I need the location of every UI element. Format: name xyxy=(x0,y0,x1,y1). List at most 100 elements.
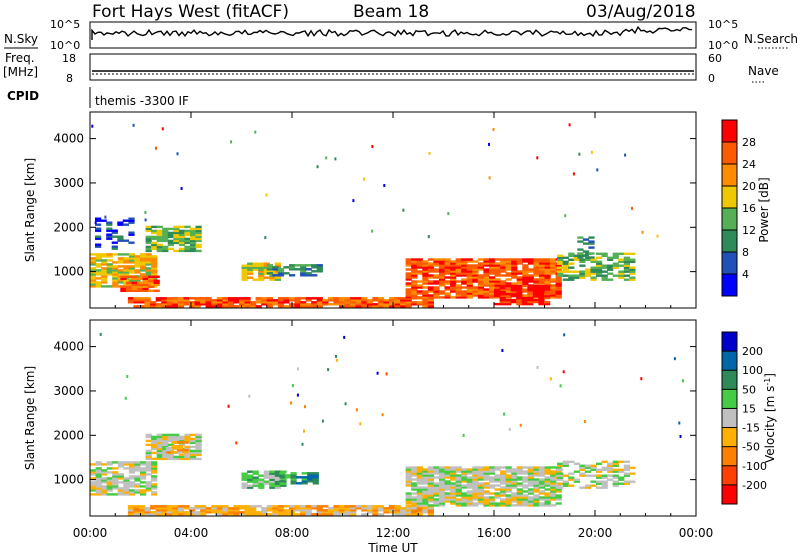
scatter-cell xyxy=(325,156,328,160)
heatmap-cell xyxy=(355,305,362,308)
heatmap-cell xyxy=(550,474,557,477)
heatmap-cell xyxy=(101,263,108,266)
heatmap-cell xyxy=(494,280,501,283)
scatter-cell xyxy=(227,404,230,408)
heatmap-cell xyxy=(144,303,151,306)
heatmap-cell xyxy=(516,294,523,298)
heatmap-cell xyxy=(311,274,318,277)
heatmap-cell xyxy=(255,297,262,300)
heatmap-cell xyxy=(162,235,169,239)
heatmap-cell xyxy=(433,468,440,471)
heatmap-cell xyxy=(178,235,186,239)
heatmap-cell xyxy=(123,461,130,464)
heatmap-cell xyxy=(538,290,545,294)
heatmap-cell xyxy=(151,243,158,247)
heatmap-cell xyxy=(200,505,207,508)
heatmap-cell xyxy=(500,492,507,495)
scatter-cell xyxy=(161,127,164,131)
heatmap-cell xyxy=(477,266,484,269)
heatmap-cell xyxy=(252,278,259,281)
heatmap-cell xyxy=(499,284,506,288)
heatmap-cell xyxy=(90,473,97,476)
heatmap-cell xyxy=(327,303,335,306)
heatmap-cell xyxy=(450,472,457,475)
heatmap-cell xyxy=(472,472,479,475)
heatmap-cell xyxy=(101,281,108,284)
heatmap-cell xyxy=(427,507,434,510)
heatmap-cell xyxy=(151,447,158,451)
heatmap-cell xyxy=(389,303,396,306)
heatmap-cell xyxy=(263,262,270,265)
heatmap-cell xyxy=(466,500,473,503)
heatmap-cell xyxy=(151,493,158,496)
scatter-cell xyxy=(371,145,374,148)
heatmap-cell xyxy=(272,266,279,269)
heatmap-cell xyxy=(477,276,484,279)
heatmap-cell xyxy=(171,445,178,448)
heatmap-cell xyxy=(155,305,162,308)
heatmap-cell xyxy=(241,472,248,475)
heatmap-cell xyxy=(167,241,174,245)
heatmap-cell xyxy=(555,268,562,271)
scatter-cell xyxy=(590,150,593,154)
heatmap-cell xyxy=(579,258,586,261)
heatmap-cell xyxy=(584,486,592,489)
heatmap-cell xyxy=(550,482,557,485)
heatmap-cell xyxy=(184,245,191,249)
heatmap-cell xyxy=(422,507,429,510)
heatmap-cell xyxy=(607,478,614,481)
heatmap-cell xyxy=(511,498,518,501)
heatmap-cell xyxy=(533,282,540,285)
heatmap-cell xyxy=(623,252,630,255)
heatmap-cell xyxy=(477,286,484,289)
heatmap-cell xyxy=(156,437,163,441)
heatmap-cell xyxy=(494,496,501,499)
nsearch-tick-top: 10^5 xyxy=(708,18,738,31)
heatmap-cell xyxy=(294,299,301,302)
heatmap-cell xyxy=(416,272,423,275)
heatmap-cell xyxy=(623,468,630,471)
heatmap-cell xyxy=(516,496,523,499)
heatmap-cell xyxy=(612,266,619,269)
heatmap-cell xyxy=(405,500,412,503)
freq-tick-bottom: 8 xyxy=(66,72,73,85)
heatmap-cell xyxy=(241,264,248,267)
heatmap-cell xyxy=(112,277,119,280)
heatmap-cell xyxy=(183,299,190,302)
heatmap-cell xyxy=(422,290,429,293)
heatmap-cell xyxy=(258,480,265,483)
heatmap-cell xyxy=(194,301,201,304)
heatmap-cell xyxy=(405,264,412,267)
heatmap-cell xyxy=(533,266,540,269)
heatmap-cell xyxy=(312,478,319,481)
heatmap-cell xyxy=(90,263,97,266)
heatmap-cell xyxy=(455,258,462,261)
heatmap-cell xyxy=(444,264,451,267)
heatmap-cell xyxy=(422,301,429,304)
heatmap-cell xyxy=(311,270,318,273)
heatmap-cell xyxy=(489,278,496,281)
heatmap-cell xyxy=(607,264,614,267)
heatmap-cell xyxy=(289,299,296,302)
heatmap-cell xyxy=(477,498,484,501)
heatmap-cell xyxy=(150,301,157,304)
heatmap-cell xyxy=(123,487,130,490)
heatmap-cell xyxy=(128,269,136,272)
colorbar-tick-label: 100 xyxy=(742,364,763,377)
heatmap-cell xyxy=(562,264,569,267)
heatmap-cell xyxy=(411,274,418,277)
heatmap-cell xyxy=(416,258,423,261)
heatmap-cell xyxy=(522,258,529,261)
cpid-label: CPID xyxy=(7,89,39,103)
heatmap-cell xyxy=(95,269,102,272)
heatmap-cell xyxy=(562,260,569,263)
heatmap-cell xyxy=(156,239,163,243)
heatmap-cell xyxy=(266,509,273,512)
heatmap-cell xyxy=(607,474,614,477)
heatmap-cell xyxy=(266,297,273,300)
x-tick-label: 20:00 xyxy=(578,526,613,540)
heatmap-cell xyxy=(184,437,191,441)
heatmap-cell xyxy=(184,229,191,233)
heatmap-cell xyxy=(140,263,147,266)
heatmap-cell xyxy=(289,505,296,508)
